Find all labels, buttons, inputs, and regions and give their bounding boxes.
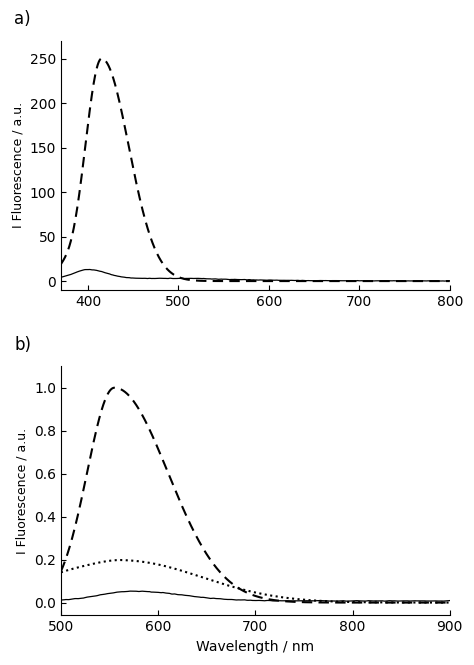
Text: b): b) [14, 336, 31, 354]
X-axis label: Wavelength / nm: Wavelength / nm [196, 640, 314, 654]
Y-axis label: I Fluorescence / a.u.: I Fluorescence / a.u. [11, 102, 24, 228]
Text: a): a) [14, 10, 31, 29]
Y-axis label: I Fluorescence / a.u.: I Fluorescence / a.u. [16, 428, 28, 554]
